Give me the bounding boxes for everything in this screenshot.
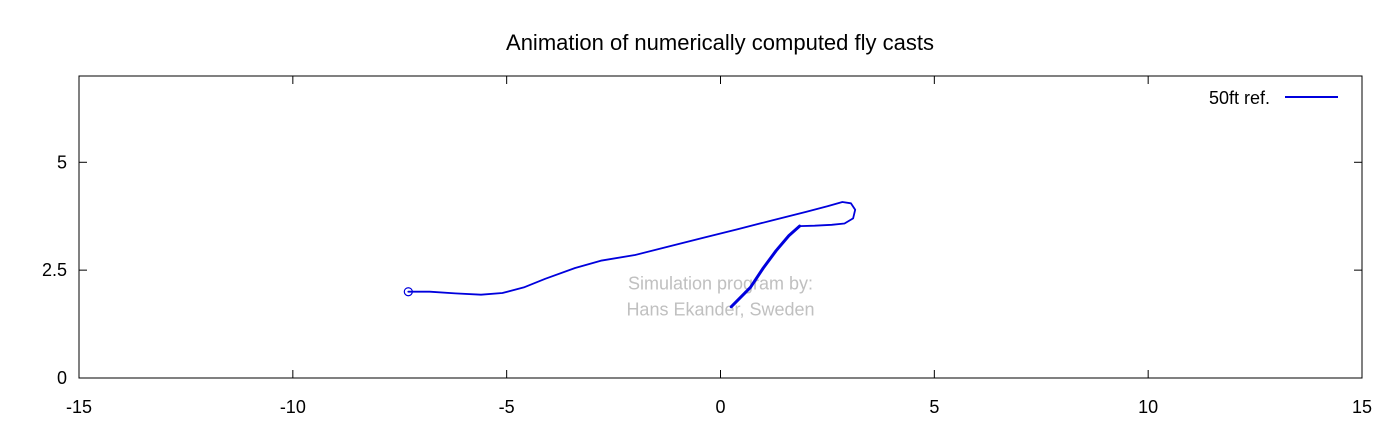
x-tick-label: -5 xyxy=(499,397,515,417)
x-tick-label: -10 xyxy=(280,397,306,417)
y-tick-labels: 02.55 xyxy=(42,152,67,388)
x-tick-label: 10 xyxy=(1138,397,1158,417)
series-marker xyxy=(403,287,413,297)
x-tick-label: 15 xyxy=(1352,397,1372,417)
legend: 50ft ref. xyxy=(1209,88,1338,108)
x-tick-label: -15 xyxy=(66,397,92,417)
series-rod xyxy=(729,224,802,309)
watermark-text: Hans Ekander, Sweden xyxy=(626,299,814,319)
y-tick-label: 2.5 xyxy=(42,260,67,280)
y-tick-label: 5 xyxy=(57,152,67,172)
series-fly-line xyxy=(407,201,857,296)
plot-area-border xyxy=(78,75,1363,379)
series-50ft-ref xyxy=(403,201,857,309)
watermark-annotation: Simulation program by: Hans Ekander, Swed… xyxy=(626,274,814,320)
x-tick-labels: -15 -10 -5 0 5 10 15 xyxy=(66,397,1372,417)
axis-ticks xyxy=(78,76,1363,379)
x-tick-label: 0 xyxy=(715,397,725,417)
y-tick-label: 0 xyxy=(57,368,67,388)
chart-title: Animation of numerically computed fly ca… xyxy=(506,30,934,55)
legend-label: 50ft ref. xyxy=(1209,88,1270,108)
x-tick-label: 5 xyxy=(929,397,939,417)
watermark-text: Simulation program by: xyxy=(628,274,813,294)
